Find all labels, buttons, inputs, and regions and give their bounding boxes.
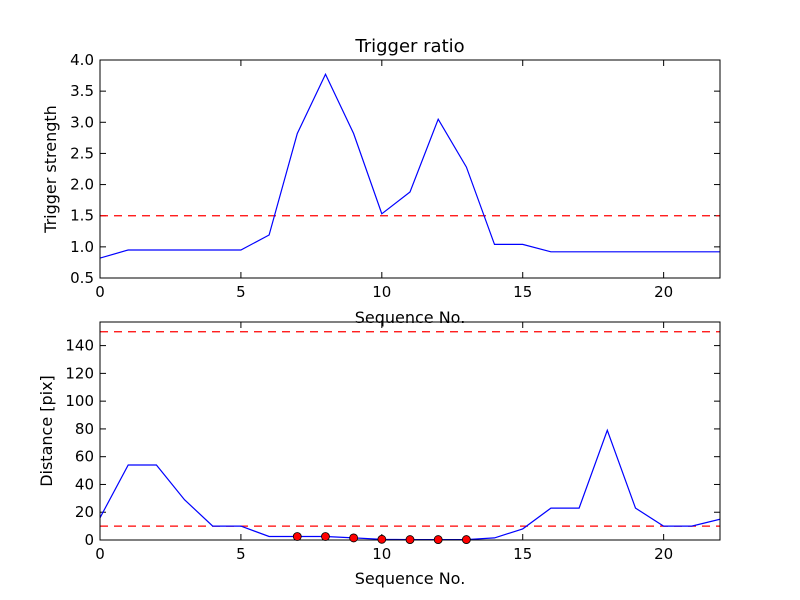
trigger-ratio-chart: Trigger ratio 0 5 10 15 20 0.5 1.0 1.5 2.0 2.5 3.0… (41, 36, 721, 327)
bottom-data-marker (292, 532, 302, 541)
top-y-tick-label: 1.0 (70, 238, 94, 256)
bottom-ticks: 0 5 10 15 20 0 20 40 60 80 100 120 140 (65, 322, 720, 563)
bottom-x-axis-label: Sequence No. (355, 569, 466, 588)
bottom-data-marker (461, 535, 471, 544)
bottom-data-marker (405, 535, 415, 544)
top-x-tick-label: 20 (654, 283, 673, 301)
bottom-data-marker (321, 532, 330, 541)
top-ticks: 0 5 10 15 20 0.5 1.0 1.5 2.0 2.5 3.0 3.5 4.0 (70, 51, 720, 301)
top-y-tick-label: 4.0 (70, 51, 94, 69)
bottom-y-tick-label: 120 (65, 364, 94, 382)
top-y-tick-label: 3.0 (70, 113, 94, 131)
bottom-y-tick-label: 100 (65, 392, 94, 410)
bottom-x-tick-label: 20 (654, 545, 673, 563)
top-plot-content (100, 72, 720, 259)
top-y-tick-label: 1.5 (70, 207, 94, 225)
top-plot-frame (99, 59, 721, 279)
bottom-data-marker (349, 533, 359, 543)
bottom-y-tick-label: 80 (75, 420, 94, 438)
bottom-plot-content (100, 331, 720, 540)
top-x-tick-label: 10 (372, 283, 391, 301)
bottom-y-tick-label: 20 (75, 503, 94, 521)
bottom-x-tick-label: 0 (95, 545, 105, 563)
bottom-x-tick-label: 15 (513, 545, 532, 563)
top-y-axis-label: Trigger strength (41, 105, 60, 234)
top-y-tick-label: 2.0 (70, 176, 94, 194)
bottom-data-marker (377, 534, 387, 544)
top-x-tick-label: 5 (236, 283, 246, 301)
top-x-tick-label: 0 (95, 283, 105, 301)
bottom-series-line (100, 428, 720, 540)
bottom-x-tick-label: 10 (372, 545, 391, 563)
chart-title: Trigger ratio (354, 36, 464, 57)
top-series-line (100, 72, 720, 259)
bottom-y-tick-label: 60 (75, 448, 94, 466)
bottom-y-axis-label: Distance [pix] (37, 375, 56, 487)
top-x-axis-label: Sequence No. (355, 308, 466, 327)
top-y-tick-label: 3.5 (70, 82, 94, 100)
bottom-y-tick-label: 140 (65, 337, 94, 355)
bottom-x-tick-label: 5 (236, 545, 246, 563)
top-y-tick-label: 0.5 (70, 269, 94, 287)
bottom-y-tick-label: 0 (84, 531, 94, 549)
top-y-tick-label: 2.5 (70, 144, 94, 162)
top-x-tick-label: 15 (513, 283, 532, 301)
bottom-y-tick-label: 40 (75, 475, 94, 493)
bottom-data-marker (433, 535, 443, 544)
